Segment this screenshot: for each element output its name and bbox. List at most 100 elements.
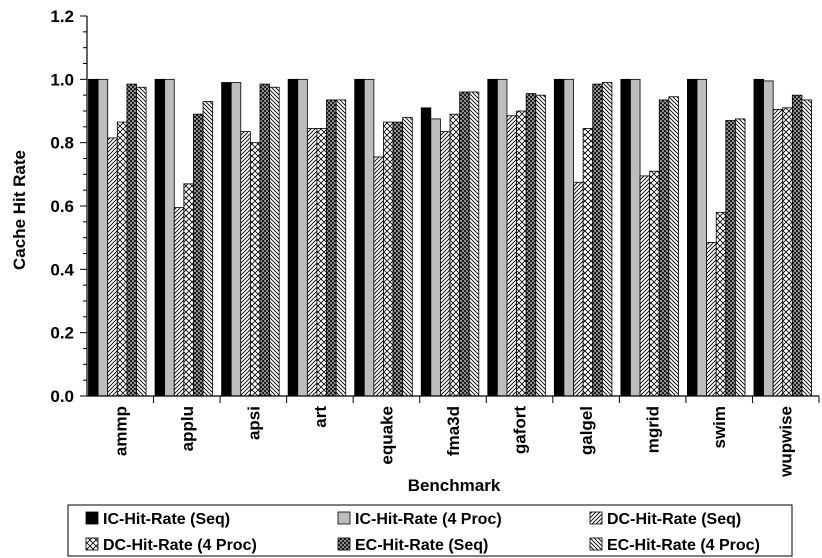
bar <box>563 78 574 397</box>
bar <box>658 99 670 397</box>
x-tick-label: fma3d <box>444 406 463 456</box>
bar <box>668 96 679 397</box>
bar <box>440 131 451 397</box>
legend-label: EC-Hit-Rate (Seq) <box>355 537 488 554</box>
x-tick-label: ammp <box>111 406 130 456</box>
legend-swatch <box>589 537 603 551</box>
bar <box>202 101 214 397</box>
bar <box>801 99 812 397</box>
bar <box>297 78 308 397</box>
x-tick-label: apsi <box>244 406 263 440</box>
bar <box>735 118 746 397</box>
legend-box <box>67 504 793 557</box>
bar <box>154 78 166 397</box>
legend-label: IC-Hit-Rate (4 Proc) <box>355 511 502 528</box>
y-axis: 0.0 0.2 0.4 0.6 0.8 1.0 1.2 <box>50 7 88 406</box>
x-tick-label: gafort <box>511 406 530 455</box>
bar <box>383 121 394 397</box>
bar <box>326 99 337 397</box>
bar <box>173 207 185 397</box>
bar <box>230 82 242 397</box>
y-tick-label: 0.6 <box>50 197 74 216</box>
x-tick-label: applu <box>178 406 197 451</box>
y-tick-label: 0.0 <box>50 387 74 406</box>
bar <box>573 181 584 397</box>
bar <box>402 116 413 397</box>
y-tick-label: 0.2 <box>50 324 74 343</box>
bar <box>620 78 631 397</box>
bar <box>116 121 128 397</box>
bar <box>601 82 613 397</box>
bar <box>535 94 546 397</box>
bar <box>249 142 261 397</box>
legend-label: IC-Hit-Rate (Seq) <box>103 511 230 528</box>
bar <box>753 78 764 397</box>
bar <box>363 78 375 397</box>
x-axis: ammp applu apsi art equake fma3d gafort galgel m… <box>87 395 820 478</box>
bar <box>506 115 517 397</box>
legend-label: DC-Hit-Rate (4 Proc) <box>103 537 257 554</box>
legend: IC-Hit-Rate (Seq) IC-Hit-Rate (4 Proc) DC-… <box>67 504 793 557</box>
bar <box>306 128 318 397</box>
bar <box>335 99 347 397</box>
bar <box>772 109 784 397</box>
bar <box>136 86 147 397</box>
y-axis-title-group: Cache Hit Rate <box>10 150 29 270</box>
bar <box>459 91 470 397</box>
bar <box>496 78 508 397</box>
bar <box>164 78 175 397</box>
bar <box>392 121 404 397</box>
bar <box>687 78 698 397</box>
y-axis-title: Cache Hit Rate <box>10 150 29 270</box>
bar <box>88 78 99 397</box>
bar <box>193 113 204 397</box>
bar <box>553 78 565 397</box>
bar <box>715 211 727 397</box>
bars <box>88 78 812 397</box>
bar <box>259 83 270 397</box>
x-tick-label: wupwise <box>777 406 796 478</box>
bar <box>525 93 537 397</box>
legend-swatch <box>337 537 351 551</box>
legend-label: EC-Hit-Rate (4 Proc) <box>607 537 760 554</box>
x-tick-label: galgel <box>577 406 596 455</box>
legend-swatch <box>85 511 99 525</box>
bar <box>630 78 641 397</box>
bar <box>763 80 774 397</box>
legend-label: DC-Hit-Rate (Seq) <box>607 511 741 528</box>
x-tick-label: art <box>311 406 330 428</box>
y-tick-label: 0.4 <box>50 260 74 279</box>
bar <box>592 83 603 397</box>
bar <box>97 78 109 397</box>
y-tick-label: 1.2 <box>50 7 74 26</box>
x-axis-title: Benchmark <box>408 476 501 495</box>
y-tick-label: 1.0 <box>50 70 74 89</box>
bar <box>430 118 441 397</box>
bar <box>782 107 793 397</box>
x-tick-label: equake <box>378 406 397 465</box>
bar <box>696 78 708 397</box>
bar <box>373 156 384 397</box>
bar <box>582 128 594 397</box>
bar <box>126 83 137 397</box>
x-tick-label: mgrid <box>644 406 663 453</box>
legend-swatch <box>337 511 351 525</box>
bar <box>649 170 660 397</box>
bar <box>791 94 803 397</box>
bar <box>107 137 118 397</box>
legend-swatch <box>589 511 603 525</box>
legend-swatch <box>85 537 99 551</box>
bar <box>354 78 365 397</box>
bar <box>269 86 280 397</box>
bar <box>516 110 527 397</box>
bar <box>221 82 232 397</box>
bar <box>725 120 736 397</box>
bar <box>183 183 194 397</box>
bar <box>420 107 432 397</box>
bar <box>487 78 498 397</box>
bar <box>287 78 299 397</box>
bar <box>639 175 651 397</box>
x-tick-label: swim <box>710 406 729 449</box>
bar <box>449 113 461 397</box>
